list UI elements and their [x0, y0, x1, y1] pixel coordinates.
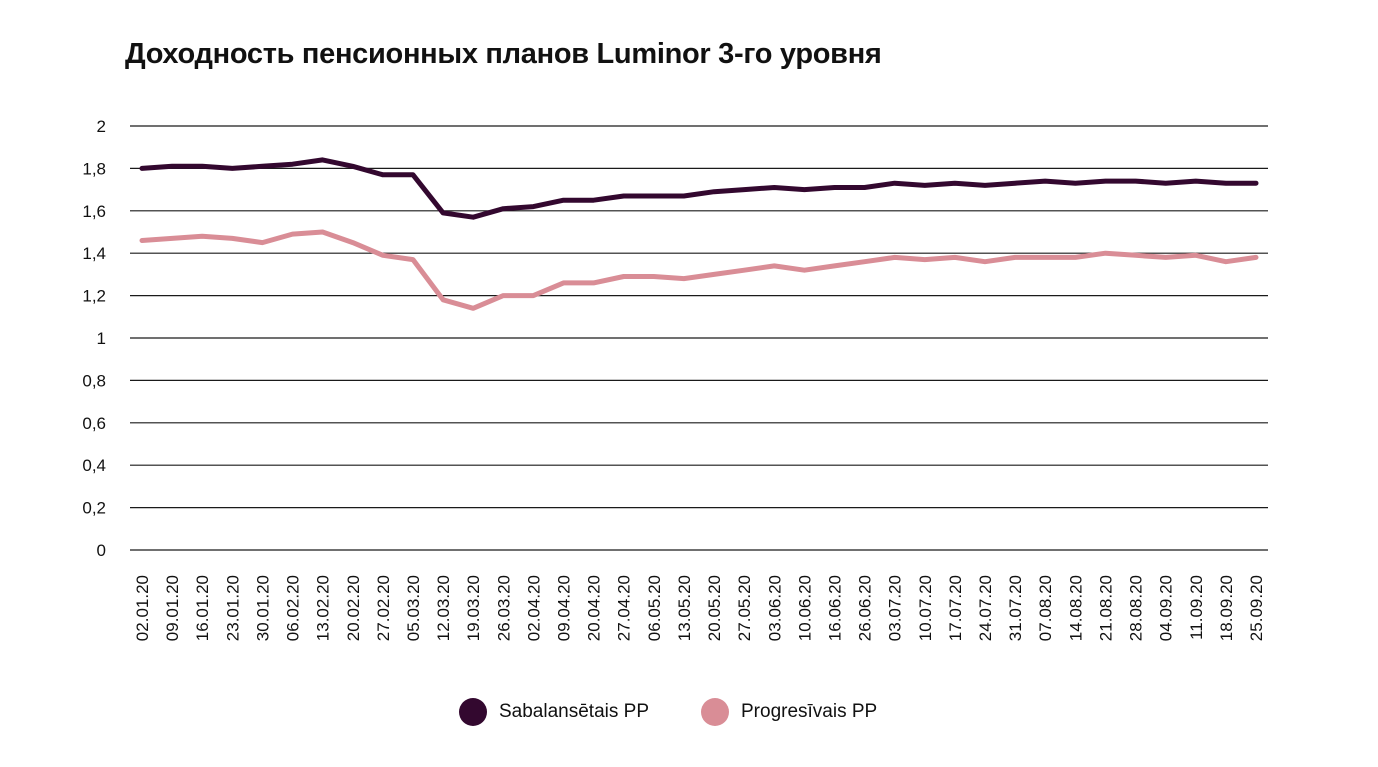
legend-item-progresivais: Progresīvais PP: [701, 698, 877, 726]
x-axis-ticks: 02.01.20 09.01.20 16.01.20 23.01.20 30.01.20…: [133, 575, 1266, 641]
x-tick-label: 25.09.20: [1247, 575, 1266, 641]
x-tick-label: 27.05.20: [735, 575, 754, 641]
legend-label-sabalansetais: Sabalansētais PP: [499, 701, 649, 722]
x-tick-label: 26.06.20: [856, 575, 875, 641]
x-tick-label: 16.01.20: [193, 575, 212, 641]
series-lines: [139, 157, 1259, 311]
x-tick-label: 31.07.20: [1006, 575, 1025, 641]
legend-label-progresivais: Progresīvais PP: [741, 701, 878, 722]
x-tick-label: 12.03.20: [434, 575, 453, 641]
x-tick-label: 03.06.20: [765, 575, 784, 641]
legend-item-sabalansetais: Sabalansētais PP: [459, 698, 649, 726]
x-tick-label: 10.07.20: [916, 575, 935, 641]
x-tick-label: 27.04.20: [615, 575, 634, 641]
x-tick-label: 26.03.20: [494, 575, 513, 641]
y-tick-label: 0,6: [82, 414, 106, 433]
legend: Sabalansētais PP Progresīvais PP: [459, 697, 929, 727]
x-tick-label: 19.03.20: [464, 575, 483, 641]
y-tick-label: 1,6: [82, 202, 106, 221]
x-tick-label: 23.01.20: [223, 575, 242, 641]
x-tick-label: 04.09.20: [1157, 575, 1176, 641]
y-tick-label: 2: [97, 117, 106, 136]
y-tick-label: 0,8: [82, 371, 106, 390]
x-tick-label: 10.06.20: [795, 575, 814, 641]
gridlines: [130, 125, 1268, 551]
x-tick-label: 09.01.20: [163, 575, 182, 641]
y-tick-label: 0: [97, 541, 106, 560]
x-tick-label: 20.02.20: [344, 575, 363, 641]
x-tick-label: 03.07.20: [886, 575, 905, 641]
y-tick-label: 1,8: [82, 159, 106, 178]
y-tick-label: 0,4: [82, 456, 106, 475]
x-tick-label: 24.07.20: [976, 575, 995, 641]
chart-title: Доходность пенсионных планов Luminor 3-г…: [125, 38, 882, 70]
x-tick-label: 28.08.20: [1127, 575, 1146, 641]
series-line-sabalansetais: [139, 157, 1259, 220]
series-line-progresivais: [139, 229, 1259, 311]
x-tick-label: 05.03.20: [404, 575, 423, 641]
x-tick-label: 20.04.20: [585, 575, 604, 641]
x-tick-label: 06.05.20: [645, 575, 664, 641]
x-tick-label: 02.01.20: [133, 575, 152, 641]
x-tick-label: 09.04.20: [555, 575, 574, 641]
x-tick-label: 20.05.20: [705, 575, 724, 641]
x-tick-label: 06.02.20: [284, 575, 303, 641]
legend-swatch-progresivais: [701, 698, 729, 726]
legend-swatch-sabalansetais: [459, 698, 487, 726]
y-tick-label: 1: [97, 329, 106, 348]
x-tick-label: 07.08.20: [1036, 575, 1055, 641]
x-tick-label: 13.05.20: [675, 575, 694, 641]
x-tick-label: 18.09.20: [1217, 575, 1236, 641]
x-tick-label: 30.01.20: [253, 575, 272, 641]
y-tick-label: 1,2: [82, 287, 106, 306]
y-tick-label: 1,4: [82, 244, 106, 263]
y-tick-label: 0,2: [82, 499, 106, 518]
x-tick-label: 27.02.20: [374, 575, 393, 641]
x-tick-label: 02.04.20: [524, 575, 543, 641]
x-tick-label: 21.08.20: [1096, 575, 1115, 641]
y-axis-ticks: 0 0,2 0,4 0,6 0,8 1 1,2 1,4 1,6 1,8 2: [82, 117, 106, 560]
x-tick-label: 11.09.20: [1187, 575, 1206, 640]
x-tick-label: 13.02.20: [314, 575, 333, 641]
x-tick-label: 16.06.20: [825, 575, 844, 641]
x-tick-label: 14.08.20: [1066, 575, 1085, 641]
x-tick-label: 17.07.20: [946, 575, 965, 641]
